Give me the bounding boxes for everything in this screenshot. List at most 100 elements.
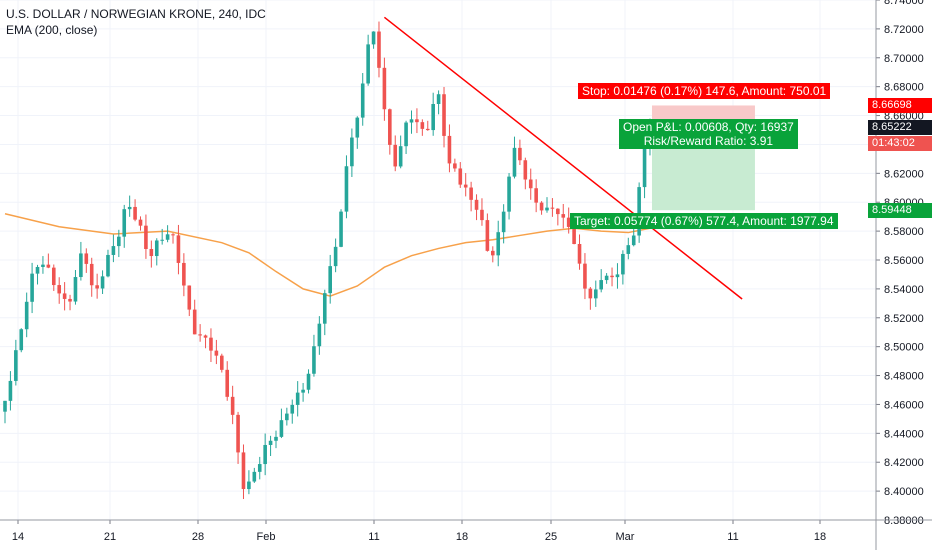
candle-body xyxy=(491,250,495,256)
candle xyxy=(583,253,587,300)
candle xyxy=(220,353,224,373)
candle xyxy=(491,246,495,263)
candle-body xyxy=(377,31,381,68)
candle-body xyxy=(322,293,327,324)
y-tick-label: 8.50000 xyxy=(884,342,924,354)
candle xyxy=(24,292,29,338)
candle xyxy=(572,226,576,245)
y-tick-label: 8.70000 xyxy=(884,53,924,65)
stop-label[interactable]: Stop: 0.01476 (0.17%) 147.6, Amount: 750… xyxy=(578,83,831,100)
candle xyxy=(377,21,381,78)
candle xyxy=(176,224,181,275)
candle xyxy=(604,273,609,284)
x-tick-label: 21 xyxy=(104,531,116,543)
candle xyxy=(263,433,267,476)
candle xyxy=(187,285,192,317)
candle-body xyxy=(165,234,170,240)
candle-body xyxy=(388,109,392,145)
candle-body xyxy=(393,144,398,167)
candle-body xyxy=(8,380,13,401)
candle xyxy=(290,399,295,424)
candle xyxy=(8,371,13,411)
indicator-label[interactable]: EMA (200, close) xyxy=(6,23,98,37)
candle-body xyxy=(57,285,61,294)
pnl-label[interactable]: Open P&L: 0.00608, Qty: 16937 Risk/Rewar… xyxy=(619,118,798,149)
candle xyxy=(458,162,463,188)
candle-body xyxy=(566,217,571,227)
candle xyxy=(225,361,230,401)
candle-body xyxy=(599,280,603,290)
stop-price-tag: 8.66698 xyxy=(868,98,932,114)
candle xyxy=(14,339,18,386)
candle-body xyxy=(436,94,441,104)
candle xyxy=(485,213,490,252)
candle xyxy=(306,369,311,394)
candle-body xyxy=(187,285,192,310)
x-tick-label: 28 xyxy=(192,531,204,543)
candle-body xyxy=(41,264,45,267)
candle xyxy=(79,241,83,281)
candle xyxy=(420,119,425,136)
candle xyxy=(512,136,517,179)
candle-body xyxy=(111,246,116,255)
candle xyxy=(360,73,365,126)
candle xyxy=(447,124,452,173)
candle xyxy=(393,135,398,172)
candle-body xyxy=(263,444,267,465)
candle-body xyxy=(545,207,549,211)
candle xyxy=(57,277,61,304)
y-tick-label: 8.66000 xyxy=(884,111,924,123)
target-label[interactable]: Target: 0.05774 (0.67%) 577.4, Amount: 1… xyxy=(570,213,838,230)
y-tick-label: 8.38000 xyxy=(884,515,924,527)
candle-body xyxy=(89,263,94,286)
candle-body xyxy=(355,117,360,138)
candle-body xyxy=(604,275,609,281)
y-tick-label: 8.46000 xyxy=(884,399,924,411)
trendline-layer[interactable] xyxy=(383,16,743,300)
candle xyxy=(404,120,408,155)
candle xyxy=(252,467,257,483)
candle-body xyxy=(572,226,576,245)
candle-body xyxy=(577,244,582,264)
y-tick-label: 8.56000 xyxy=(884,255,924,267)
candle-body xyxy=(642,144,647,188)
candle xyxy=(637,182,641,243)
candle xyxy=(192,299,197,335)
candle-body xyxy=(317,323,322,347)
candle xyxy=(518,139,522,166)
candle xyxy=(30,262,34,314)
y-tick-label: 8.58000 xyxy=(884,226,924,238)
candle xyxy=(3,400,7,424)
candle xyxy=(214,339,219,365)
candle-body xyxy=(257,464,262,472)
candle-body xyxy=(160,239,164,241)
candle-body xyxy=(615,274,620,278)
candle-body xyxy=(295,392,300,405)
candle-body xyxy=(415,119,419,123)
candle xyxy=(550,198,555,217)
candle-body xyxy=(274,436,278,441)
candle-body xyxy=(593,289,598,299)
x-tick-label: Feb xyxy=(257,531,276,543)
candle-body xyxy=(214,350,219,356)
candle-body xyxy=(556,208,560,215)
candle-body xyxy=(501,211,506,233)
candle-body xyxy=(496,232,501,256)
candle xyxy=(285,407,289,426)
candle xyxy=(350,128,354,177)
candle xyxy=(453,158,457,172)
candle-body xyxy=(236,414,240,453)
candle-body xyxy=(621,253,625,275)
candle xyxy=(295,381,300,417)
candle xyxy=(610,267,614,287)
candle xyxy=(528,168,533,200)
candle-body xyxy=(95,285,99,289)
candle xyxy=(127,195,132,217)
candle-body xyxy=(453,163,457,169)
pnl-line-1: Open P&L: 0.00608, Qty: 16937 xyxy=(623,119,794,134)
candle xyxy=(593,280,598,307)
symbol-title[interactable]: U.S. DOLLAR / NORWEGIAN KRONE, 240, IDC xyxy=(6,7,266,21)
candle-body xyxy=(458,168,463,185)
candle xyxy=(339,209,343,248)
